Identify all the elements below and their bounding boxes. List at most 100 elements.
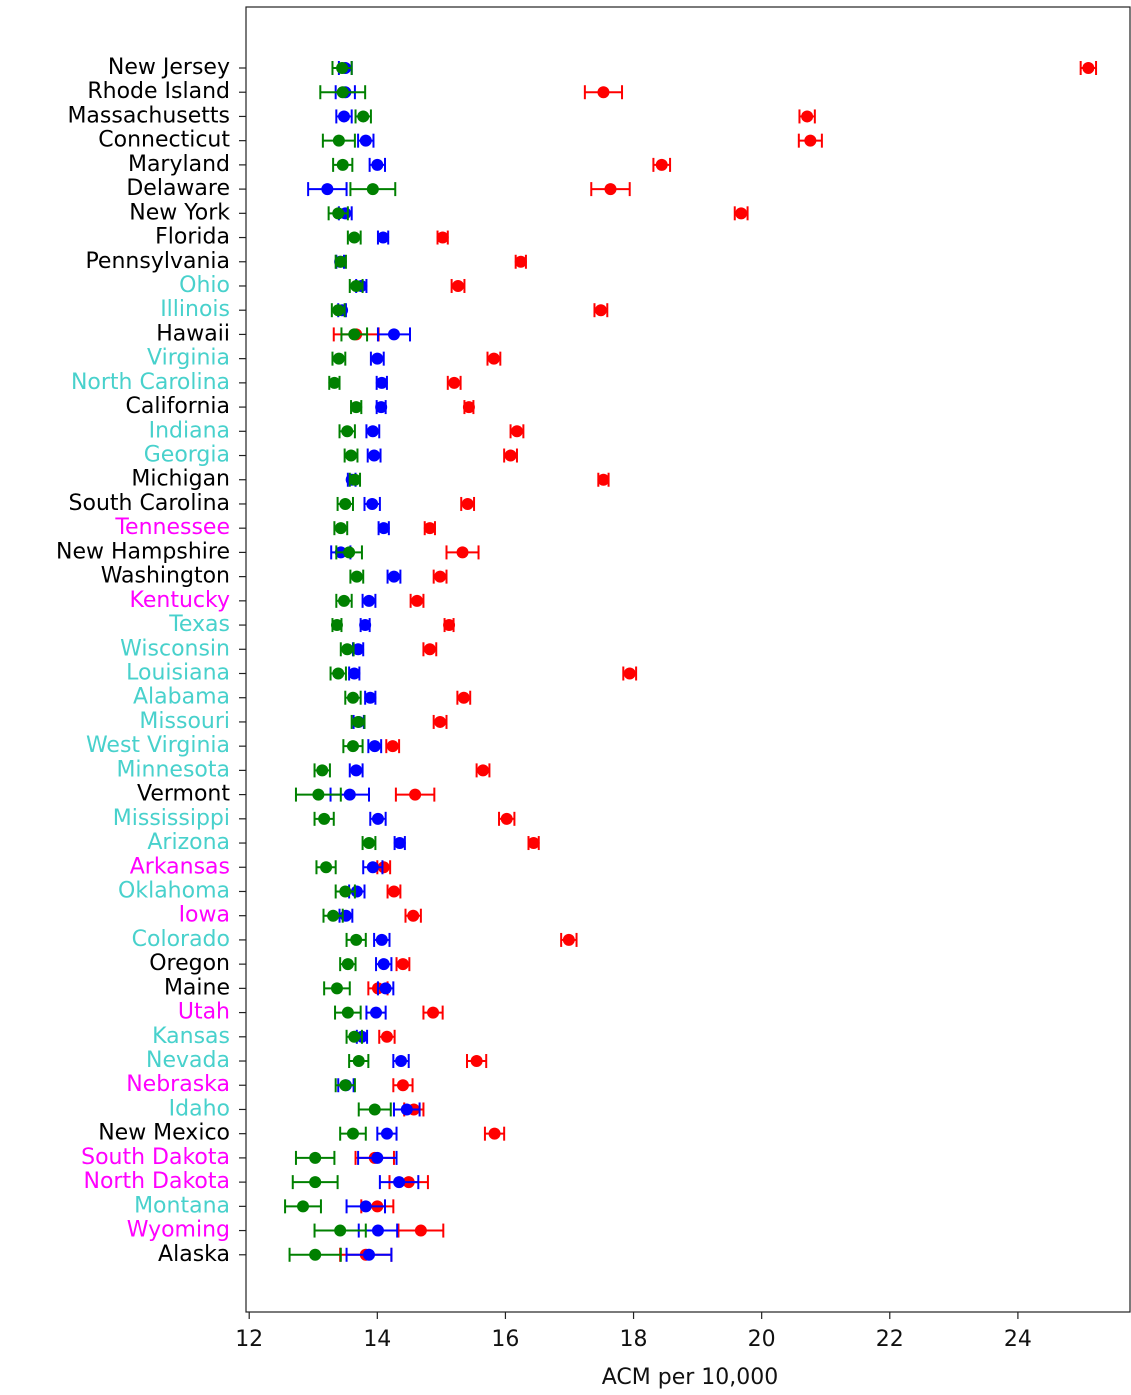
y-tick-label: Indiana (149, 418, 230, 443)
y-tick-label: Montana (134, 1193, 230, 1218)
point (477, 764, 490, 777)
y-tick-label: New Hampshire (56, 539, 230, 564)
y-tick-label: South Dakota (81, 1145, 230, 1170)
y-tick-label: South Carolina (69, 491, 230, 516)
point (396, 1079, 409, 1092)
y-tick-label: Mississippi (113, 806, 230, 831)
y-tick-label: Nebraska (126, 1072, 230, 1097)
point (371, 1151, 384, 1164)
point (339, 1079, 352, 1092)
point (597, 86, 610, 99)
point (655, 158, 668, 171)
point (352, 715, 365, 728)
point (400, 1103, 413, 1116)
point (379, 982, 392, 995)
point (312, 788, 325, 801)
point (316, 764, 329, 777)
point (366, 183, 379, 196)
x-tick-label: 18 (620, 1327, 648, 1352)
x-tick-label: 24 (1004, 1327, 1032, 1352)
y-tick-label: Wyoming (127, 1218, 230, 1243)
point (597, 473, 610, 486)
point (393, 1176, 406, 1189)
y-tick-label: Alabama (133, 685, 230, 710)
point (423, 522, 436, 535)
point (470, 1055, 483, 1068)
point (368, 449, 381, 462)
y-tick-label: New Jersey (108, 55, 230, 80)
y-tick-label: Wisconsin (120, 636, 230, 661)
point (341, 958, 354, 971)
point (457, 691, 470, 704)
point (414, 1224, 427, 1237)
point (370, 1006, 383, 1019)
point (339, 885, 352, 898)
y-tick-label: Connecticut (98, 128, 230, 153)
point (456, 546, 469, 559)
point (345, 449, 358, 462)
y-tick-label: Iowa (179, 903, 230, 928)
y-tick-label: Maryland (128, 152, 230, 177)
point (346, 740, 359, 753)
y-tick-label: Nevada (146, 1048, 230, 1073)
point (366, 497, 379, 510)
point (443, 619, 456, 632)
point (328, 376, 341, 389)
point (387, 328, 400, 341)
point (407, 909, 420, 922)
point (386, 740, 399, 753)
point (371, 812, 384, 825)
point (334, 1224, 347, 1237)
point (350, 885, 363, 898)
y-tick-label: Arizona (147, 830, 230, 855)
y-tick-label: Rhode Island (87, 79, 230, 104)
point (371, 1224, 384, 1237)
point (339, 497, 352, 510)
point (380, 1030, 393, 1043)
point (332, 667, 345, 680)
y-tick-label: Alaska (158, 1242, 230, 1267)
y-tick-label: Washington (101, 564, 230, 589)
point (334, 522, 347, 535)
point (352, 1055, 365, 1068)
y-tick-label: Utah (178, 1000, 230, 1025)
point (504, 449, 517, 462)
point (352, 643, 365, 656)
point (594, 304, 607, 317)
y-tick-label: North Carolina (71, 370, 230, 395)
x-tick-label: 16 (491, 1327, 519, 1352)
point (346, 691, 359, 704)
point (395, 1055, 408, 1068)
point (343, 788, 356, 801)
y-tick-label: Michigan (131, 467, 230, 492)
point (375, 933, 388, 946)
point (377, 522, 390, 535)
point (362, 837, 375, 850)
point (380, 1127, 393, 1140)
y-tick-label: Kentucky (130, 588, 230, 613)
point (393, 837, 406, 850)
point (297, 1200, 310, 1213)
point (427, 1006, 440, 1019)
y-tick-label: New Mexico (98, 1121, 230, 1146)
point (562, 933, 575, 946)
point (348, 1030, 361, 1043)
point (348, 328, 361, 341)
y-tick-label: New York (129, 200, 230, 225)
point (423, 643, 436, 656)
y-tick-label: Minnesota (116, 757, 230, 782)
y-tick-label: West Virginia (86, 733, 230, 758)
point (514, 255, 527, 268)
point (309, 1176, 322, 1189)
point (346, 1127, 359, 1140)
point (371, 352, 384, 365)
point (309, 1248, 322, 1261)
point (343, 546, 356, 559)
x-tick-label: 14 (363, 1327, 391, 1352)
point (341, 425, 354, 438)
point (375, 401, 388, 414)
y-tick-label: Kansas (152, 1024, 230, 1049)
point (366, 861, 379, 874)
point (318, 812, 331, 825)
